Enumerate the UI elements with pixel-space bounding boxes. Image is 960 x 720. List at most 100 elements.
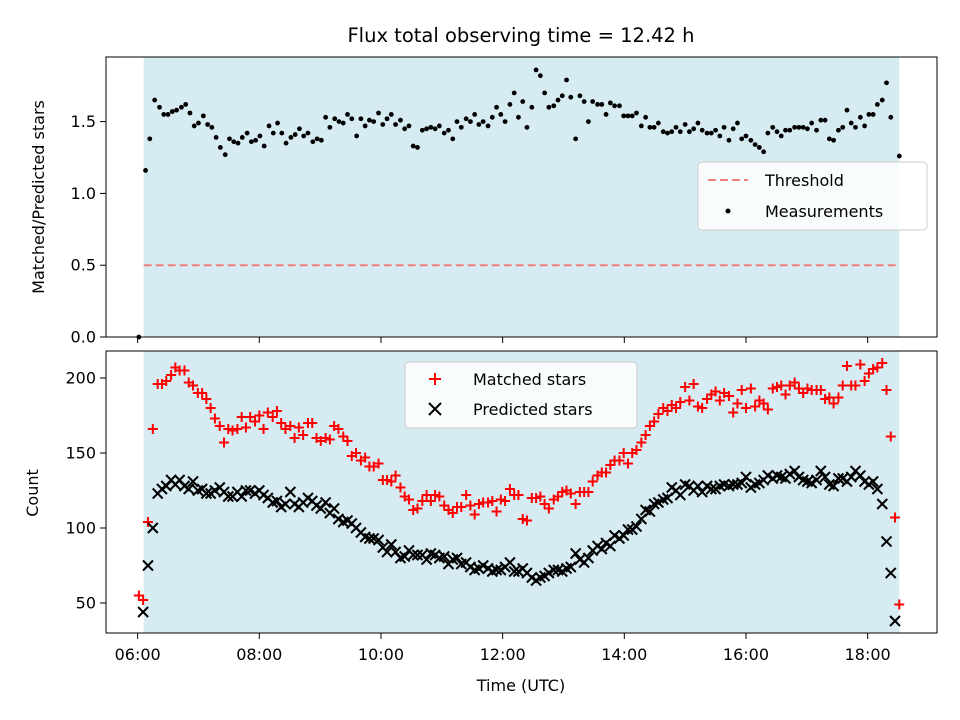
matched-star-point: [587, 476, 598, 487]
measurement-point: [446, 127, 451, 133]
top-legend-box: [697, 161, 928, 231]
measurement-point: [253, 137, 259, 143]
measurement-point: [677, 129, 683, 135]
bottom-x-axis: 06:00 08:00 10:00 12:00 14:00 16:00 18:00: [115, 633, 891, 664]
measurement-point: [380, 122, 386, 127]
measurement-point: [502, 119, 508, 125]
matched-star-point: [412, 503, 423, 514]
predicted-star-point: [398, 550, 411, 563]
measurement-point: [647, 124, 653, 130]
predicted-star-point: [582, 552, 595, 564]
measurement-point: [209, 124, 215, 130]
measurement-point: [480, 119, 486, 125]
measurement-point: [384, 116, 390, 122]
predicted-star-point: [385, 538, 398, 551]
measurement-point: [840, 124, 846, 130]
matched-star-point: [461, 490, 472, 500]
measurement-point: [428, 124, 434, 130]
matched-star-point: [535, 491, 546, 502]
measurement-point: [826, 136, 832, 142]
measurement-point: [458, 124, 464, 130]
bottom-xtick-label-3: 12:00: [480, 645, 526, 664]
predicted-star-point: [451, 552, 463, 564]
matched-star-point: [447, 508, 458, 518]
predicted-star-point: [854, 469, 867, 482]
ratio-panel: 0.0 0.5 1.0 1.5 Matched/Predicted stars Thr…: [29, 56, 938, 347]
matched-star-point: [500, 496, 511, 506]
matched-star-point: [373, 458, 384, 469]
measurement-point: [239, 135, 245, 140]
bottom-ytick-label-3: 200: [65, 369, 96, 388]
predicted-star-point: [827, 480, 840, 492]
measurement-point: [629, 113, 635, 119]
measurement-point: [266, 123, 272, 129]
measurement-point: [231, 139, 237, 145]
measurement-point: [595, 101, 600, 107]
matched-star-point: [187, 380, 198, 391]
measurement-point: [586, 119, 591, 125]
matched-star-point: [267, 412, 278, 422]
measurement-point: [472, 112, 478, 117]
measurement-point: [577, 93, 583, 99]
matched-star-point: [245, 412, 256, 422]
matched-star-point: [565, 488, 576, 499]
measurement-point: [564, 77, 569, 83]
measurement-point: [454, 119, 460, 125]
predicted-star-point: [200, 487, 213, 500]
measurement-point: [814, 127, 819, 133]
measurement-point: [402, 126, 408, 132]
matched-star-point: [714, 395, 725, 406]
matched-star-point: [179, 365, 190, 376]
matched-star-point: [421, 490, 432, 500]
measurement-point: [774, 129, 780, 135]
predicted-star-point: [622, 523, 634, 536]
predicted-star-point: [411, 549, 424, 561]
matched-star-point: [776, 380, 787, 391]
matched-star-point: [833, 392, 844, 403]
measurement-point: [726, 137, 732, 143]
measurement-point: [555, 97, 561, 103]
bottom-plot-frame: [105, 350, 938, 634]
matched-star-point: [684, 395, 695, 406]
matched-star-point: [271, 406, 282, 416]
measurement-point: [792, 124, 798, 130]
measurement-point: [818, 117, 824, 123]
bottom-legend: Matched stars Predicted stars: [404, 361, 638, 429]
predicted-star-point: [381, 546, 393, 558]
bottom-y-axis-label: Count: [23, 469, 42, 517]
measurement-point: [568, 94, 574, 100]
measurement-point: [485, 123, 491, 129]
measurement-point: [546, 104, 552, 110]
measurement-point: [796, 124, 802, 130]
measurement-point: [393, 122, 398, 127]
top-ytick-label-0: 0.0: [71, 328, 96, 347]
predicted-star-point: [222, 490, 234, 503]
matched-star-point: [780, 389, 791, 400]
measurement-point: [157, 104, 162, 110]
measurement-point: [537, 73, 543, 79]
bottom-legend-box: [404, 361, 638, 429]
matched-star-point: [859, 376, 870, 386]
measurement-point: [244, 130, 250, 136]
matched-star-point: [614, 455, 625, 466]
matched-star-point: [307, 418, 318, 428]
legend-matched-swatch: [429, 373, 441, 385]
predicted-star-point: [617, 529, 630, 542]
measurement-point: [643, 114, 649, 120]
measurement-point: [559, 93, 565, 99]
measurement-point: [310, 139, 316, 145]
measurement-point: [884, 80, 889, 86]
measurement-point: [665, 130, 670, 136]
measurement-point: [349, 116, 355, 122]
matched-star-point: [618, 448, 629, 458]
measurement-point: [367, 117, 372, 123]
measurement-point: [498, 112, 504, 117]
measurement-point: [436, 123, 442, 129]
measurement-point: [612, 103, 617, 109]
predicted-star-point: [328, 502, 340, 515]
matched-star-point: [662, 406, 673, 416]
matched-star-point: [434, 491, 445, 502]
measurement-point: [743, 133, 749, 139]
measurement-series: [136, 67, 902, 340]
predicted-star-point: [788, 465, 801, 477]
